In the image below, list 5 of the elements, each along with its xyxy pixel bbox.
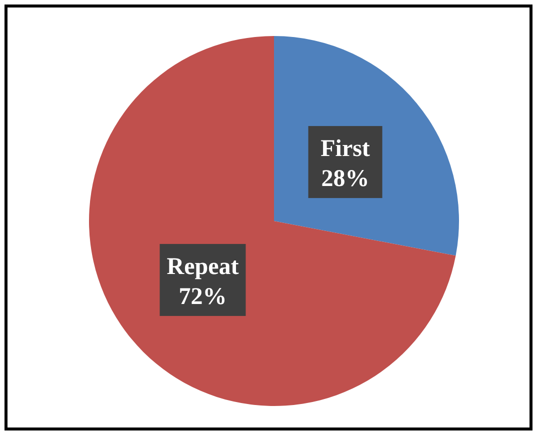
slice-label: Repeat bbox=[166, 254, 239, 280]
data-label: 28% bbox=[321, 166, 370, 192]
slice-label: First bbox=[320, 136, 370, 162]
data-label: 72% bbox=[178, 284, 227, 310]
pie-slice bbox=[89, 36, 456, 406]
